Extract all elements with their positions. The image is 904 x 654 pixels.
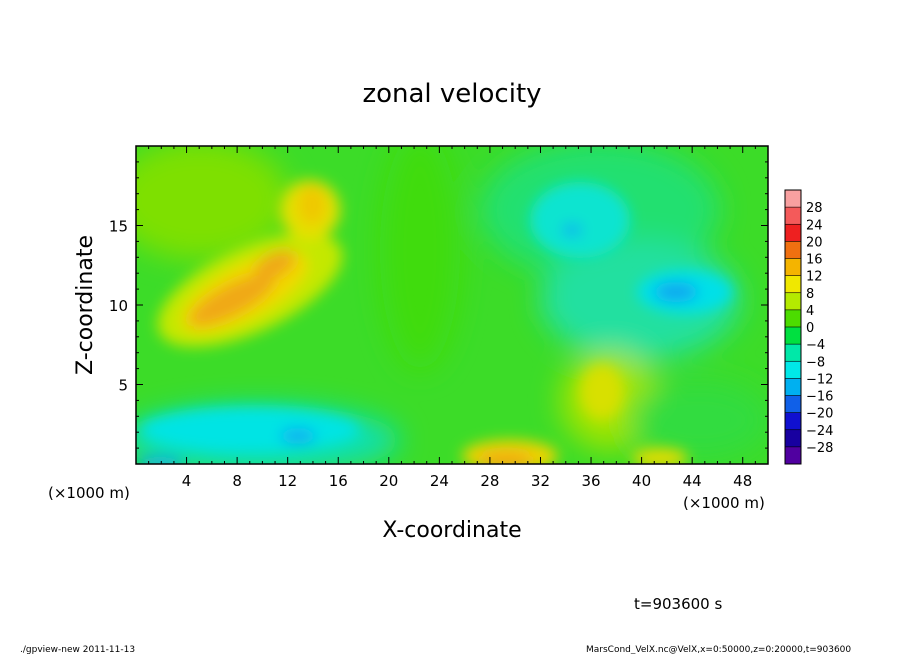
chart-title: zonal velocity	[362, 79, 541, 109]
feature-cold-bottom-core	[280, 428, 316, 444]
colorbar-label-4: 12	[806, 270, 823, 285]
colorbar-swatch-15	[785, 446, 801, 465]
colorbar-label-11: −16	[806, 390, 833, 405]
colorbar-label-0: 28	[806, 201, 823, 216]
colorbar-swatch-1	[785, 207, 801, 225]
feature-bottom-warm-core	[478, 452, 534, 464]
colorbar-swatch-7	[785, 309, 801, 328]
colorbar: 28 24 20 16 12 8 4 0 −4 −8 −12 −16 −20 −24 −28	[784, 189, 833, 465]
x-tick-label-3: 16	[329, 472, 348, 490]
colorbar-label-2: 20	[806, 235, 823, 250]
y-tick-label-0: 5	[118, 377, 128, 395]
y-tick-label-1: 10	[109, 297, 128, 315]
field-blob-left-upper	[136, 146, 290, 260]
colorbar-label-5: 8	[806, 287, 814, 302]
feature-cold-upper-core	[562, 224, 582, 236]
colorbar-swatch-5	[785, 275, 801, 294]
colorbar-label-7: 0	[806, 321, 814, 336]
x-tick-label-9: 40	[632, 472, 651, 490]
plot-area	[136, 146, 768, 464]
x-axis-label: X-coordinate	[382, 518, 521, 543]
x-unit-label-left: (×1000 m)	[48, 484, 130, 502]
field-blob-right-lower	[630, 380, 768, 460]
time-label: t=903600 s	[634, 595, 722, 613]
x-tick-label-8: 36	[581, 472, 600, 490]
colorbar-label-3: 16	[806, 253, 823, 268]
colorbar-label-9: −8	[806, 355, 825, 370]
colorbar-swatch-8	[785, 327, 801, 345]
x-axis: 4 8 12 16 20 24 28 32 36 40 44 48	[148, 146, 756, 490]
colorbar-swatch-3	[785, 241, 801, 259]
x-tick-label-11: 48	[733, 472, 752, 490]
colorbar-label-10: −12	[806, 372, 833, 387]
colorbar-swatch-14	[785, 429, 801, 448]
colorbar-swatch-10	[785, 361, 801, 379]
feature-jet-core2	[254, 250, 296, 280]
x-tick-label-6: 28	[480, 472, 499, 490]
colorbar-label-14: −28	[806, 441, 833, 456]
x-tick-label-0: 4	[182, 472, 192, 490]
x-unit-label-right: (×1000 m)	[683, 494, 765, 512]
x-tick-label-10: 44	[683, 472, 702, 490]
feature-bottom-warm2	[632, 448, 688, 464]
colorbar-swatch-13	[785, 412, 801, 431]
x-tick-label-1: 8	[232, 472, 242, 490]
feature-upper-lobe-core	[298, 185, 326, 225]
colorbar-swatch-4	[785, 258, 801, 276]
colorbar-swatch-6	[785, 292, 801, 311]
x-tick-label-7: 32	[531, 472, 550, 490]
colorbar-swatch-9	[785, 344, 801, 362]
colorbar-label-13: −24	[806, 424, 833, 439]
colorbar-swatch-0	[785, 190, 801, 208]
feature-cold-upper	[530, 182, 630, 258]
colorbar-swatch-11	[785, 378, 801, 396]
y-axis-label: Z-coordinate	[73, 235, 98, 375]
field-blob-right-mid	[540, 240, 740, 360]
footer-right: MarsCond_VelX.nc@VelX,x=0:50000,z=0:2000…	[586, 645, 851, 654]
feature-cold-bottom	[140, 408, 360, 452]
y-axis: 5 10 15	[109, 161, 768, 449]
x-tick-label-2: 12	[278, 472, 297, 490]
colorbar-label-12: −20	[806, 407, 833, 422]
x-tick-label-4: 20	[379, 472, 398, 490]
y-tick-label-2: 15	[109, 218, 128, 236]
footer-left: ./gpview-new 2011-11-13	[20, 645, 135, 654]
feature-cold-corner	[136, 456, 184, 464]
x-tick-label-5: 24	[430, 472, 449, 490]
colorbar-label-6: 4	[806, 304, 814, 319]
colorbar-label-8: −4	[806, 338, 825, 353]
field-blob-center	[380, 146, 460, 370]
colorbar-swatch-2	[785, 224, 801, 242]
colorbar-swatch-12	[785, 395, 801, 413]
colorbar-label-1: 24	[806, 218, 823, 233]
feature-cold-right-core	[654, 282, 698, 302]
feature-jet-core	[189, 273, 275, 327]
feature-mid-yellow	[580, 364, 624, 420]
